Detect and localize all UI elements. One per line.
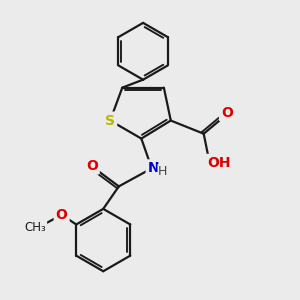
Text: H: H <box>158 165 167 178</box>
Text: CH₃: CH₃ <box>25 221 46 234</box>
Text: O: O <box>56 208 68 222</box>
Text: O: O <box>221 106 233 120</box>
Text: N: N <box>148 161 159 176</box>
Text: S: S <box>105 114 115 128</box>
Text: OH: OH <box>208 156 231 170</box>
Text: O: O <box>86 159 98 172</box>
